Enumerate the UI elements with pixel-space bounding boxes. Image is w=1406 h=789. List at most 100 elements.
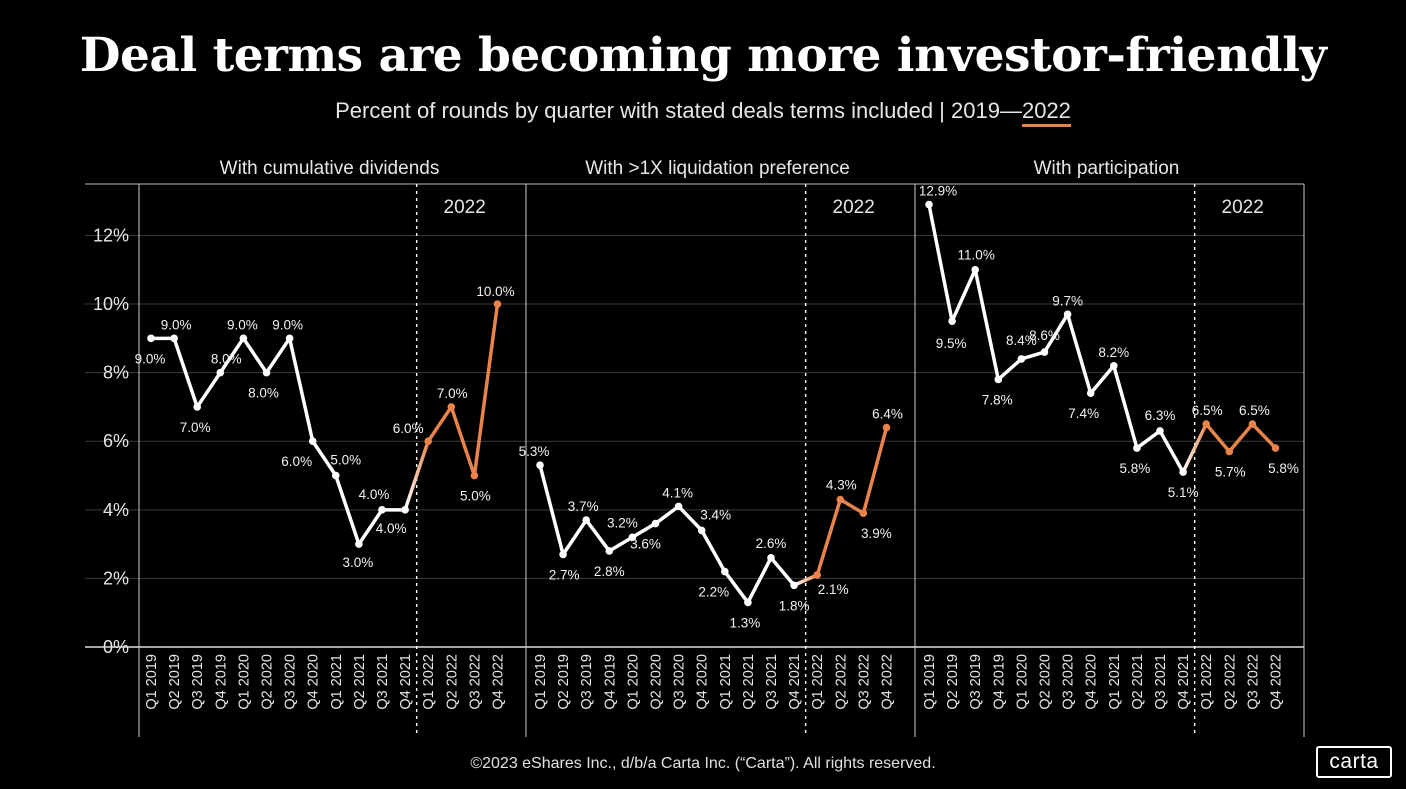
- data-label: 5.1%: [1168, 485, 1199, 500]
- data-label: 5.8%: [1268, 461, 1299, 476]
- data-point: [193, 403, 201, 411]
- year-annotation: 2022: [833, 197, 875, 218]
- data-label: 3.4%: [700, 507, 731, 522]
- x-tick-label: Q3 2020: [283, 654, 299, 710]
- data-point: [882, 423, 891, 432]
- carta-logo: carta: [1316, 746, 1392, 778]
- data-point: [744, 598, 752, 607]
- x-tick-label: Q4 2019: [991, 654, 1007, 710]
- x-tick-label: Q4 2019: [602, 654, 618, 710]
- data-point: [1110, 361, 1118, 370]
- series-line: [927, 204, 1185, 473]
- x-tick-label: Q3 2022: [1245, 654, 1261, 710]
- year-annotation: 2022: [1222, 197, 1264, 218]
- x-tick-label: Q1 2021: [329, 654, 345, 710]
- data-point: [493, 300, 502, 308]
- data-point: [285, 334, 294, 343]
- data-point: [536, 461, 544, 470]
- series-line-transition: [792, 573, 819, 588]
- x-tick-label: Q2 2022: [1222, 654, 1238, 710]
- data-point: [470, 471, 479, 480]
- copyright-footer: ©2023 eShares Inc., d/b/a Carta Inc. (“C…: [470, 755, 936, 772]
- data-point: [813, 571, 821, 579]
- x-tick-label: Q1 2022: [421, 654, 437, 710]
- x-tick-label: Q1 2021: [1107, 654, 1123, 710]
- y-tick-label: 2%: [103, 568, 129, 588]
- data-point: [1225, 447, 1234, 456]
- data-label: 9.0%: [135, 351, 166, 366]
- x-tick-label: Q1 2020: [1014, 654, 1030, 710]
- data-label: 7.0%: [437, 386, 468, 401]
- data-label: 10.0%: [476, 284, 514, 299]
- data-label: 3.2%: [607, 515, 638, 530]
- x-tick-label: Q4 2022: [1269, 654, 1285, 710]
- data-label: 5.7%: [1215, 465, 1246, 480]
- x-tick-label: Q2 2021: [352, 654, 368, 710]
- data-point: [971, 265, 979, 274]
- series-line: [151, 336, 406, 546]
- x-tick-label: Q1 2020: [236, 654, 252, 710]
- data-point: [1179, 468, 1187, 476]
- data-point: [697, 526, 706, 535]
- data-point: [1202, 420, 1210, 428]
- data-point: [447, 403, 456, 411]
- data-label: 5.8%: [1120, 461, 1151, 476]
- data-point: [378, 506, 386, 514]
- data-point: [424, 437, 433, 446]
- data-label: 2.1%: [818, 582, 849, 597]
- data-label: 6.4%: [872, 407, 903, 422]
- x-tick-label: Q3 2021: [764, 654, 780, 710]
- data-label: 8.4%: [1006, 333, 1037, 348]
- data-point: [1271, 444, 1280, 452]
- data-label: 8.0%: [211, 352, 242, 367]
- data-point: [308, 437, 317, 446]
- x-tick-label: Q2 2019: [945, 654, 961, 710]
- x-tick-label: Q4 2021: [1176, 654, 1192, 710]
- x-tick-label: Q4 2022: [880, 654, 896, 710]
- subtitle-prefix: Percent of rounds by quarter with stated…: [335, 98, 1022, 123]
- x-tick-label: Q2 2021: [1130, 654, 1146, 710]
- data-point: [628, 533, 637, 542]
- data-label: 5.0%: [330, 453, 361, 468]
- chart-title: Deal terms are becoming more investor-fr…: [79, 28, 1327, 83]
- y-tick-label: 4%: [103, 500, 129, 520]
- x-tick-label: Q2 2020: [649, 654, 665, 710]
- data-label: 2.6%: [756, 536, 787, 551]
- data-label: 8.0%: [248, 386, 279, 401]
- y-tick-label: 6%: [103, 431, 129, 451]
- data-label: 9.5%: [936, 336, 967, 351]
- data-label: 4.1%: [662, 485, 693, 500]
- x-tick-label: Q2 2022: [833, 654, 849, 710]
- data-label: 6.5%: [1239, 403, 1270, 418]
- data-label: 2.7%: [549, 567, 580, 582]
- series-line: [538, 464, 796, 605]
- x-tick-label: Q3 2021: [375, 654, 391, 710]
- data-label: 6.0%: [393, 421, 424, 436]
- x-tick-label: Q2 2019: [556, 654, 572, 710]
- panel-title: With participation: [1034, 158, 1180, 179]
- x-tick-label: Q1 2022: [1199, 654, 1215, 710]
- x-tick-label: Q4 2021: [787, 654, 803, 710]
- data-label: 11.0%: [958, 248, 995, 263]
- panel-title: With >1X liquidation preference: [585, 158, 850, 179]
- data-point: [401, 506, 409, 514]
- data-point: [1086, 389, 1095, 398]
- y-tick-label: 10%: [93, 294, 129, 314]
- data-point: [147, 334, 155, 343]
- y-tick-label: 12%: [93, 225, 129, 245]
- x-tick-label: Q3 2020: [1061, 654, 1077, 710]
- series-line-highlight: [426, 303, 500, 478]
- x-tick-label: Q2 2020: [260, 654, 276, 710]
- data-label: 3.6%: [630, 537, 661, 552]
- data-point: [216, 368, 225, 377]
- x-tick-label: Q2 2019: [167, 654, 183, 710]
- data-label: 7.8%: [982, 392, 1013, 407]
- data-point: [994, 375, 1003, 384]
- data-label: 5.3%: [519, 444, 550, 459]
- series-line-highlight: [1204, 422, 1277, 454]
- subtitle-highlight-year: 2022: [1021, 100, 1071, 127]
- data-label: 6.3%: [1145, 408, 1176, 423]
- panel-title: With cumulative dividends: [220, 158, 440, 179]
- data-label: 9.0%: [272, 317, 303, 332]
